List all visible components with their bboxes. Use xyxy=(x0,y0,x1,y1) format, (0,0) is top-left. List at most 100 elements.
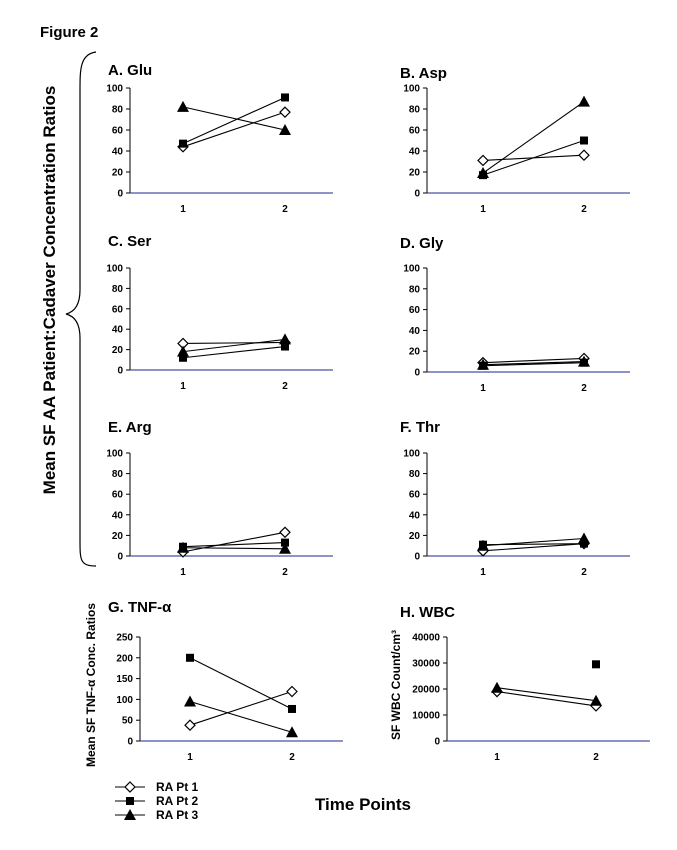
data-point xyxy=(491,681,503,693)
legend-label: RA Pt 1 xyxy=(156,780,199,794)
y-tick-label: 20 xyxy=(409,347,421,358)
series-line xyxy=(182,547,286,550)
y-tick-label: 40 xyxy=(112,147,124,158)
x-tick-label: 2 xyxy=(581,383,587,394)
figure-title: Figure 2 xyxy=(40,24,99,41)
y-tick-label: 60 xyxy=(409,490,421,501)
panel-title: E. Arg xyxy=(108,419,152,436)
data-point xyxy=(184,719,196,732)
y-tick-label: 40 xyxy=(112,510,124,521)
y-tick-label: 20 xyxy=(409,531,421,542)
series-line xyxy=(482,357,585,364)
series-line xyxy=(182,338,286,353)
y-tick-label: 80 xyxy=(409,105,421,116)
series-2 xyxy=(592,660,600,669)
data-point xyxy=(477,167,489,179)
y-tick-label: 50 xyxy=(122,716,134,727)
series-line xyxy=(182,345,286,359)
y-tick-label: 60 xyxy=(112,126,124,137)
x-tick-label: 1 xyxy=(480,383,486,394)
data-point xyxy=(279,106,291,118)
y-tick-label: 20 xyxy=(112,531,124,542)
series-3 xyxy=(477,355,590,370)
legend-marker xyxy=(124,781,136,793)
data-point xyxy=(279,124,291,135)
series-line xyxy=(182,111,286,148)
y-tick-label: 40 xyxy=(112,325,124,336)
panel-title: F. Thr xyxy=(400,419,440,436)
y-tick-label: 0 xyxy=(117,189,123,200)
data-point xyxy=(580,539,588,548)
y-tick-label: 150 xyxy=(116,674,133,685)
series-1 xyxy=(177,526,291,558)
panel-f: F. Thr 0 20 40 60 80 100 1 2 xyxy=(400,419,630,578)
series-1 xyxy=(477,537,590,557)
series-line xyxy=(482,101,585,174)
series-2 xyxy=(479,136,588,180)
x-tick-label: 1 xyxy=(187,752,193,763)
x-tick-label: 2 xyxy=(289,752,295,763)
series-line xyxy=(182,96,286,145)
x-tick-label: 2 xyxy=(581,567,587,578)
series-3 xyxy=(491,681,602,706)
y-tick-label: 60 xyxy=(112,490,124,501)
y-tick-label: 100 xyxy=(403,84,420,95)
series-line xyxy=(482,139,585,176)
y-tick-label: 60 xyxy=(409,126,421,137)
x-tick-label: 1 xyxy=(480,204,486,215)
data-point xyxy=(279,333,291,345)
y-tick-label: 20 xyxy=(112,168,124,179)
data-point xyxy=(177,100,189,112)
series-3 xyxy=(177,333,291,357)
y-tick-label: 60 xyxy=(409,305,421,316)
data-point xyxy=(186,653,194,662)
y-tick-label: 0 xyxy=(414,552,420,563)
y-tick-label: 0 xyxy=(117,552,123,563)
panel-title: H. WBC xyxy=(400,604,455,621)
data-point xyxy=(179,139,187,148)
data-point xyxy=(592,660,600,669)
series-2 xyxy=(186,653,296,713)
x-tick-label: 1 xyxy=(180,204,186,215)
data-point xyxy=(279,542,291,554)
data-point xyxy=(281,93,289,102)
panel-c: C. Ser 0 20 40 60 80 100 1 2 xyxy=(106,233,333,392)
data-point xyxy=(281,538,289,547)
series-line xyxy=(482,537,585,547)
data-point xyxy=(477,539,489,551)
series-1 xyxy=(177,106,291,153)
legend-item: RA Pt 2 xyxy=(115,794,199,808)
y-tick-label: 80 xyxy=(112,469,124,480)
y-tick-label: 100 xyxy=(403,449,420,460)
y-tick-label: 40 xyxy=(409,510,421,521)
series-line xyxy=(189,657,293,710)
y-tick-label: 80 xyxy=(409,469,421,480)
series-3 xyxy=(477,95,590,179)
series-line xyxy=(496,687,597,702)
series-3 xyxy=(177,100,291,135)
x-tick-label: 1 xyxy=(180,381,186,392)
series-line xyxy=(182,542,286,548)
y-tick-label: 80 xyxy=(112,105,124,116)
legend-marker xyxy=(126,797,134,805)
x-tick-label: 2 xyxy=(282,381,288,392)
data-point xyxy=(580,136,588,145)
series-3 xyxy=(184,695,298,738)
data-point xyxy=(578,532,590,544)
y-tick-label: 100 xyxy=(106,264,123,275)
legend-item: RA Pt 3 xyxy=(115,808,199,822)
data-point xyxy=(477,358,489,370)
data-point xyxy=(288,704,296,713)
y-tick-label: 40000 xyxy=(412,633,440,644)
y-tick-label: 0 xyxy=(117,366,123,377)
y-tick-label: 20000 xyxy=(412,685,440,696)
y-tick-label: 0 xyxy=(414,368,420,379)
panel-title: A. Glu xyxy=(108,62,152,79)
series-1 xyxy=(177,336,291,350)
y-tick-label: 0 xyxy=(414,189,420,200)
panel-y-axis-label: Mean SF TNF-α Conc. Ratios xyxy=(84,603,98,767)
y-tick-label: 80 xyxy=(409,284,421,295)
x-tick-label: 1 xyxy=(494,752,500,763)
